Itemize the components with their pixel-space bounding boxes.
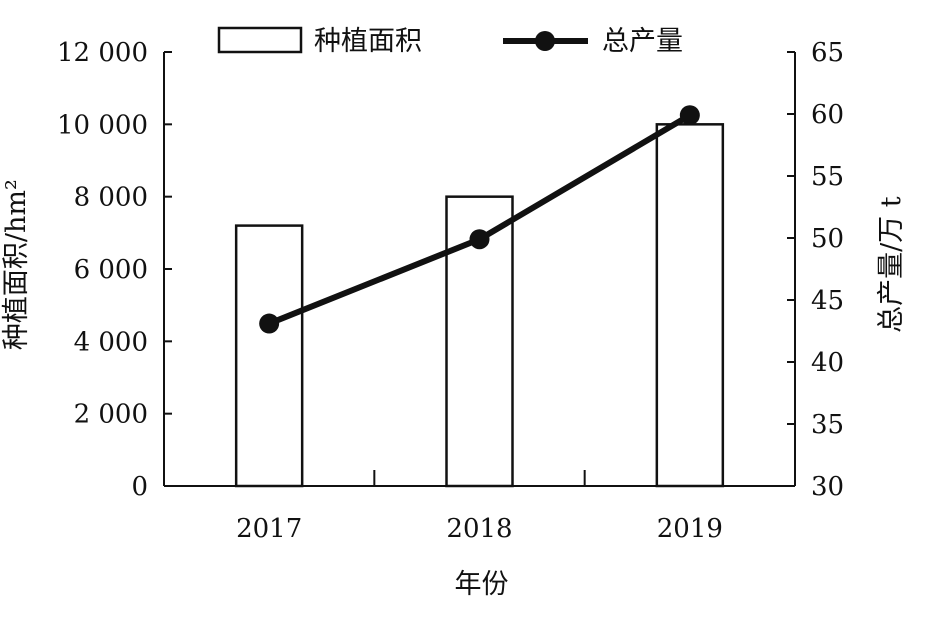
- y-left-tick-label: 4 000: [74, 327, 148, 357]
- y-right-tick-label: 60: [811, 100, 844, 130]
- bar-2019: [655, 123, 725, 488]
- point-2019: [679, 105, 700, 126]
- y-left-tick-label: 2 000: [74, 400, 148, 430]
- legend-bar-swatch: [217, 26, 303, 54]
- y-right-tick-label: 40: [811, 348, 844, 378]
- point-2018: [469, 229, 490, 250]
- y-left-tick-label: 10 000: [57, 110, 148, 140]
- x-axis-title: 年份: [455, 569, 509, 600]
- y-axis-right-title: 总产量/万 t: [876, 196, 907, 333]
- y-axis-left-title: 种植面积/hm²: [1, 179, 32, 350]
- y-left-tick-label: 0: [131, 472, 148, 502]
- y-left-tick-label: 6 000: [74, 255, 148, 285]
- y-right-tick-label: 45: [811, 286, 844, 316]
- plot-area: [234, 105, 725, 488]
- point-2017: [259, 313, 280, 334]
- y-right-tick-label: 30: [811, 472, 844, 502]
- y-right-tick-label: 35: [811, 410, 844, 440]
- y-left-tick-label: 12 000: [57, 38, 148, 68]
- bar-2017: [234, 224, 304, 488]
- legend-bar-label: 种植面积: [314, 26, 422, 57]
- x-tick-label: 2017: [236, 514, 302, 544]
- y-right-tick-label: 55: [811, 162, 844, 192]
- y-left-tick-label: 8 000: [74, 183, 148, 213]
- x-tick-label: 2019: [657, 514, 723, 544]
- axes: 0 2 000 4 000 6 000 8 000 10 000 12 000 30 35 40 4…: [1, 38, 907, 600]
- y-right-tick-label: 65: [811, 38, 844, 68]
- y-right-tick-label: 50: [811, 224, 844, 254]
- legend-line-marker: [535, 31, 555, 51]
- legend: 种植面积 总产量: [217, 26, 683, 57]
- x-tick-label: 2018: [446, 514, 512, 544]
- legend-line-label: 总产量: [602, 26, 683, 57]
